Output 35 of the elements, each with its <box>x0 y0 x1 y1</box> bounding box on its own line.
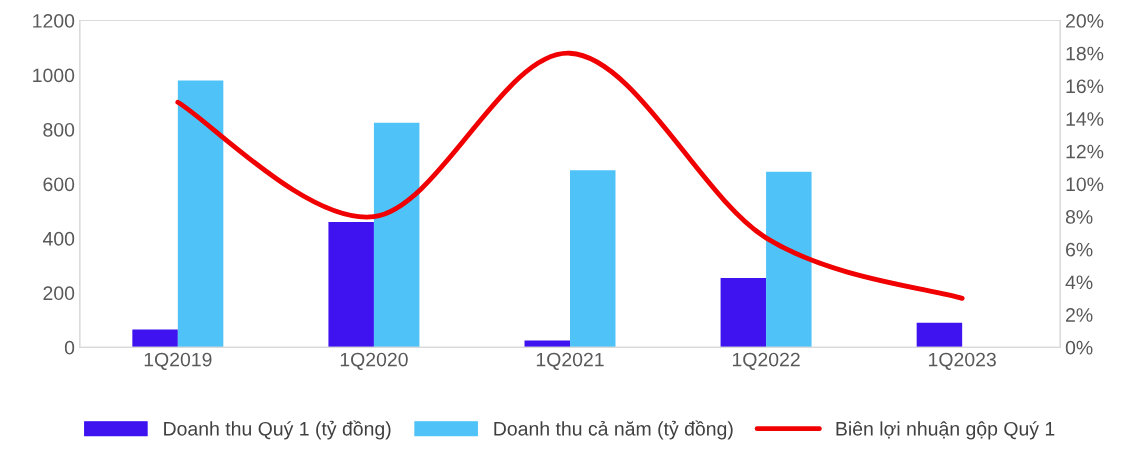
legend-label: Doanh thu Quý 1 (tỷ đồng) <box>164 420 391 440</box>
y2-tick-label: 6% <box>1066 242 1093 257</box>
line-series <box>175 50 965 301</box>
y2-tick-label: 18% <box>1066 46 1104 61</box>
y2-tick-label: 20% <box>1066 14 1104 28</box>
x-tick-label: 1Q2023 <box>929 352 996 370</box>
y2-tick-label: 16% <box>1066 79 1104 94</box>
y-tick-label: 0 <box>64 340 75 355</box>
y-tick-label: 1200 <box>33 14 75 28</box>
y2-tick-label: 12% <box>1066 144 1104 159</box>
bar <box>328 222 374 348</box>
y-tick-label: 800 <box>43 122 75 137</box>
x-tick-label: 1Q2019 <box>144 352 212 370</box>
y2-tick-label: 10% <box>1066 177 1104 192</box>
y-tick-label: 200 <box>43 286 75 301</box>
y-tick-label: 1000 <box>33 68 75 83</box>
bar <box>373 122 420 348</box>
bar <box>916 322 963 348</box>
legend-label: Doanh thu cả năm (tỷ đồng) <box>494 420 733 440</box>
legend-label: Biên lợi nhuận gộp Quý 1 <box>836 421 1055 440</box>
y2-tick-label: 14% <box>1066 112 1104 126</box>
x-tick-label: 1Q2022 <box>732 352 800 370</box>
y2-tick-label: 2% <box>1066 308 1093 322</box>
y2-tick-label: 4% <box>1065 275 1093 290</box>
bar <box>720 277 767 348</box>
x-tick-label: 1Q2020 <box>340 352 408 370</box>
y-tick-label: 600 <box>43 177 75 192</box>
y-tick-label: 400 <box>42 231 75 246</box>
bar <box>570 170 616 348</box>
bar <box>132 329 178 348</box>
bar <box>766 171 812 348</box>
y2-tick-label: 8% <box>1065 210 1093 224</box>
y2-tick-label: 0% <box>1065 340 1093 355</box>
x-tick-label: 1Q2021 <box>536 352 604 370</box>
bar <box>177 80 224 348</box>
